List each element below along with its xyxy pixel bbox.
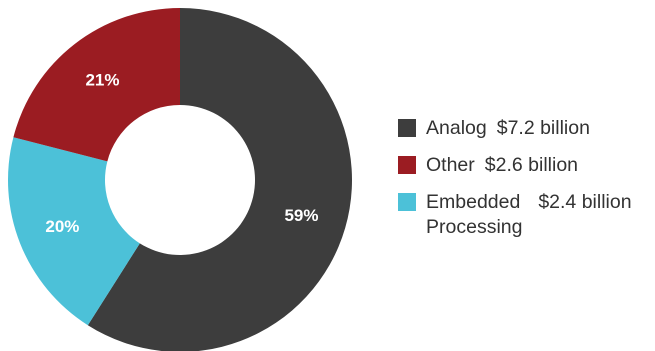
legend-label-analog: Analog: [426, 117, 487, 139]
slice-label-analog: 59%: [284, 206, 318, 225]
legend-item-analog: Analog $7.2 billion: [398, 116, 655, 141]
legend-value-other: $2.6 billion: [484, 154, 579, 176]
legend-label-embedded-processing-line1: Embedded: [426, 191, 521, 213]
legend-swatch-embedded-processing: [398, 193, 416, 211]
legend-item-embedded-processing: Embedded $2.4 billion Processing: [398, 190, 655, 240]
legend-swatch-analog: [398, 119, 416, 137]
legend-value-analog: $7.2 billion: [496, 117, 590, 139]
slice-analog: [87, 8, 353, 351]
slice-other: [13, 8, 180, 162]
legend-label-embedded-processing-line2: Processing: [426, 216, 523, 238]
chart-legend: Analog $7.2 billion Other $2.6 billion Emb…: [398, 116, 655, 252]
legend-value-embedded-processing: $2.4 billion: [538, 191, 632, 213]
slice-label-other: 21%: [85, 71, 119, 90]
donut-chart: 59% 20% 21%: [7, 8, 353, 351]
legend-swatch-other: [398, 156, 416, 174]
legend-text-analog: Analog $7.2 billion: [426, 116, 590, 141]
slice-label-embedded-processing: 20%: [45, 217, 79, 236]
slice-embedded-processing: [7, 137, 140, 326]
legend-text-embedded-processing: Embedded $2.4 billion Processing: [426, 190, 632, 240]
legend-text-other: Other $2.6 billion: [426, 153, 578, 178]
legend-item-other: Other $2.6 billion: [398, 153, 655, 178]
legend-label-other: Other: [426, 154, 475, 176]
